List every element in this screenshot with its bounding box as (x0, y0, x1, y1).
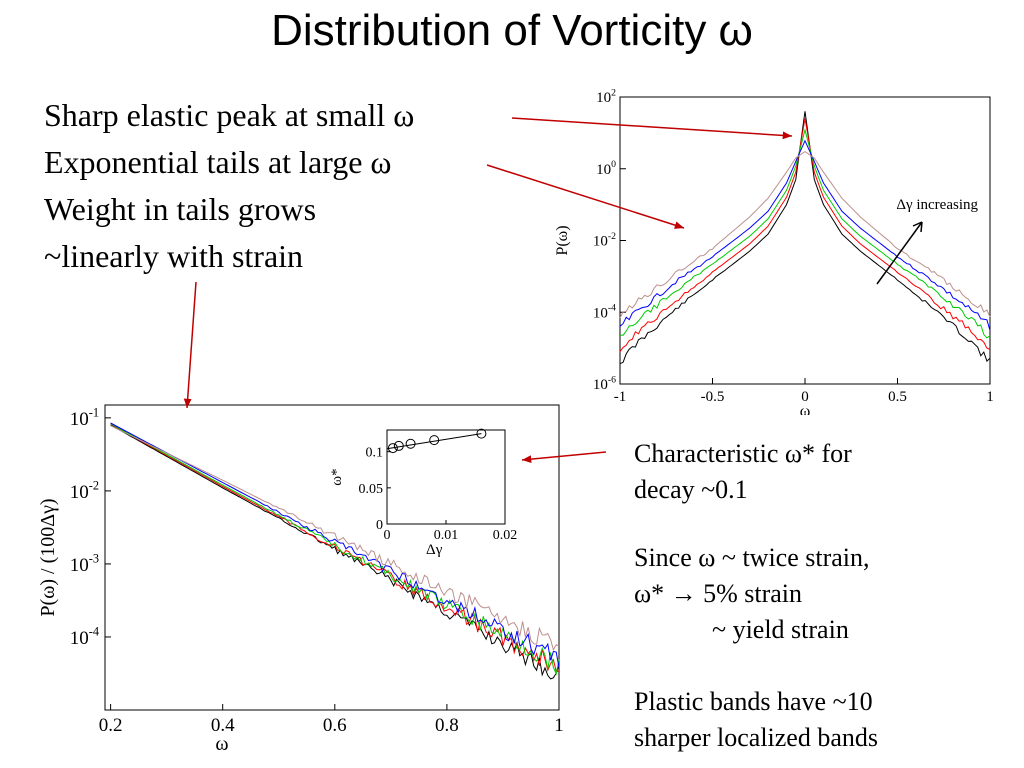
x-tick-label: 0.8 (435, 715, 459, 736)
y-tick-label: 10-1 (70, 405, 99, 430)
x-axis-label: ω (215, 733, 228, 755)
y-tick-label: 10-4 (70, 624, 99, 649)
arrow-elastic-peak-head (782, 131, 792, 140)
inset-x-tick-label: 0.01 (434, 528, 459, 543)
note-characteristic: Characteristic ω* for decay ~0.1 (634, 436, 852, 508)
x-tick-label: 1 (554, 715, 564, 736)
note-plastic-bands-line1: Plastic bands have ~10 (634, 687, 873, 716)
x-tick-label: 1 (986, 389, 994, 405)
note-characteristic-line2: decay ~0.1 (634, 475, 748, 504)
x-axis-label: ω (800, 403, 811, 415)
chart-scaled-tails: 0.2 0.4 0.6 0.8 1 10-4 10-3 10-2 10-1 ω P(ω) / (10… (37, 404, 564, 755)
series-line (619, 128, 991, 339)
slide-title: Distribution of Vorticity ω (271, 6, 753, 55)
inset-y-tick-label: 0.1 (366, 446, 384, 461)
y-axis-label: P(ω) (554, 225, 571, 255)
y-tick-label: 100 (596, 159, 616, 178)
x-tick-label: -0.5 (701, 389, 725, 405)
inset-point (387, 443, 398, 454)
x-tick-label: 0.6 (323, 715, 347, 736)
arrow-exponential-tails-head (674, 221, 684, 229)
series-line (619, 150, 991, 319)
note-plastic-bands-line2: sharper localized bands (634, 723, 879, 752)
arrow-exponential-tails (486, 164, 685, 229)
inset-x-axis-label: Δγ (426, 542, 443, 558)
arrow-characteristic (521, 451, 607, 461)
note-twice-strain-line1: Since ω ~ twice strain, (634, 543, 870, 572)
inset-point (429, 435, 440, 446)
y-tick-label: 10-2 (70, 478, 99, 503)
increasing-arrow (876, 221, 923, 285)
inset-point (393, 440, 404, 451)
note-characteristic-line1: Characteristic ω* for (634, 439, 852, 468)
x-tick-label: 0.5 (888, 389, 907, 405)
series-line (110, 423, 560, 676)
bullet-elastic-peak: Sharp elastic peak at small ω (44, 97, 415, 133)
note-twice-strain-line2: ω* → 5% strain (634, 579, 803, 608)
bullet-list: Sharp elastic peak at small ω Exponentia… (44, 92, 414, 280)
series-line (110, 423, 560, 672)
increasing-arrowhead (912, 221, 923, 233)
x-tick-label: -1 (614, 389, 627, 405)
series-line (110, 425, 560, 651)
series-line (619, 139, 991, 331)
note-twice-strain-line3: ~ yield strain (712, 615, 849, 644)
y-tick-label: 10-4 (593, 303, 616, 322)
series-line (110, 422, 560, 668)
arrow-characteristic-head (522, 455, 532, 464)
inset-point (405, 438, 416, 449)
note-twice-strain: Since ω ~ twice strain, ω* → 5% strain ~… (634, 540, 870, 648)
inset-x-tick-label: 0.02 (493, 528, 518, 543)
plot-frame (104, 404, 560, 711)
series-line (619, 118, 991, 352)
inset-chart: 0 0.01 0.02 0 0.05 0.1 Δγ ω* (329, 428, 518, 558)
x-tick-label: 0.4 (211, 715, 235, 736)
increasing-annotation: Δγ increasing (896, 197, 978, 213)
bullet-weight-tails: Weight in tails grows (44, 191, 317, 227)
x-tick-label: 0 (801, 389, 809, 405)
note-plastic-bands: Plastic bands have ~10 sharper localized… (634, 684, 878, 756)
y-tick-label: 10-3 (70, 551, 99, 576)
inset-x-tick-label: 0 (384, 528, 391, 543)
inset-y-tick-label: 0 (376, 518, 383, 533)
arrow-elastic-peak (511, 117, 793, 137)
y-tick-label: 10-6 (593, 374, 616, 393)
series-line (110, 424, 560, 680)
x-tick-label: 0.2 (99, 715, 123, 736)
y-tick-label: 102 (596, 87, 616, 106)
bullet-linear-strain: ~linearly with strain (44, 238, 304, 274)
bullet-exponential-tails: Exponential tails at large ω (44, 144, 392, 180)
series-line (619, 111, 991, 365)
inset-y-tick-label: 0.05 (359, 482, 384, 497)
inset-point (476, 428, 487, 439)
y-axis-label: P(ω) / (100Δγ) (37, 498, 59, 616)
inset-y-axis-label: ω* (329, 468, 345, 485)
inset-fit-line (386, 433, 482, 450)
chart-vorticity-distribution: -1 -0.5 0 0.5 1 10-6 10-4 10-2 100 102 ω P(ω) Δγ inc… (554, 87, 994, 415)
arrow-linear-strain-head (183, 398, 192, 408)
y-tick-label: 10-2 (593, 231, 616, 250)
arrow-linear-strain (186, 281, 197, 409)
